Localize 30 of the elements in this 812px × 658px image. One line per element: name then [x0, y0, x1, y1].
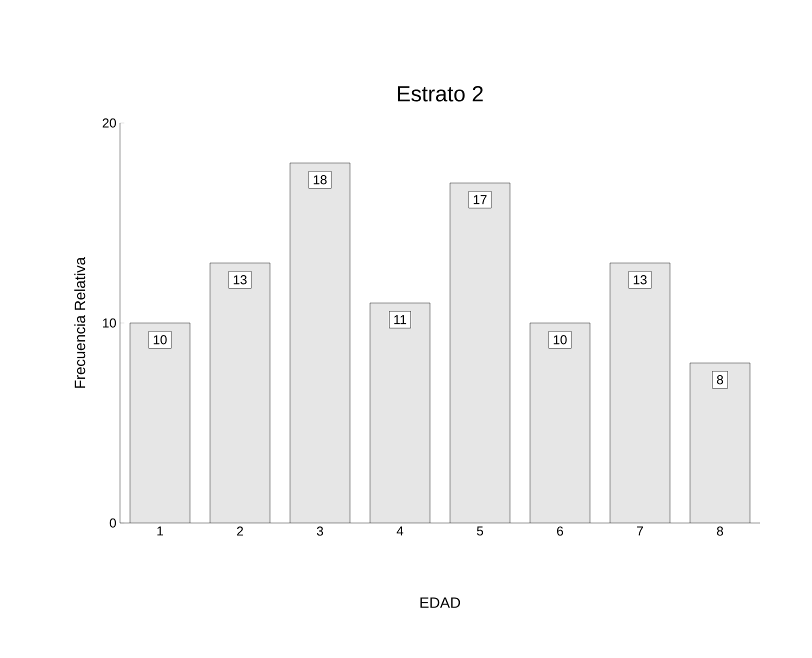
x-tick-label: 1: [157, 526, 163, 536]
bar: [450, 182, 510, 523]
bar: [530, 322, 590, 523]
data-label: 17: [474, 195, 487, 204]
x-tick-label: 2: [237, 526, 243, 536]
y-tick-label: 20: [102, 118, 116, 128]
y-axis-title: Frecuencia Relativa: [74, 256, 86, 388]
bar: [130, 322, 190, 523]
x-tick-label: 5: [476, 526, 484, 536]
data-label: 13: [634, 275, 647, 284]
x-tick-label: 6: [557, 526, 564, 536]
data-label: 10: [154, 335, 167, 344]
bar: [290, 162, 350, 523]
data-label: 13: [234, 275, 247, 284]
data-label: 10: [554, 335, 567, 344]
y-tick-label: 0: [110, 518, 116, 528]
x-tick-label: 7: [637, 526, 643, 536]
y-tick-label: 10: [103, 318, 116, 328]
data-label: 8: [716, 375, 724, 384]
bar: [610, 262, 670, 523]
data-label: 11: [394, 315, 406, 324]
x-tick-label: 3: [316, 526, 324, 536]
chart-title: Estrato 2: [398, 86, 483, 102]
x-tick-label: 8: [716, 526, 724, 536]
x-axis-title: EDAD: [420, 598, 460, 608]
x-tick-label: 4: [396, 526, 404, 536]
bar: [210, 262, 270, 523]
data-label: 18: [314, 175, 327, 184]
bar: [370, 302, 430, 523]
bar: [690, 362, 750, 523]
